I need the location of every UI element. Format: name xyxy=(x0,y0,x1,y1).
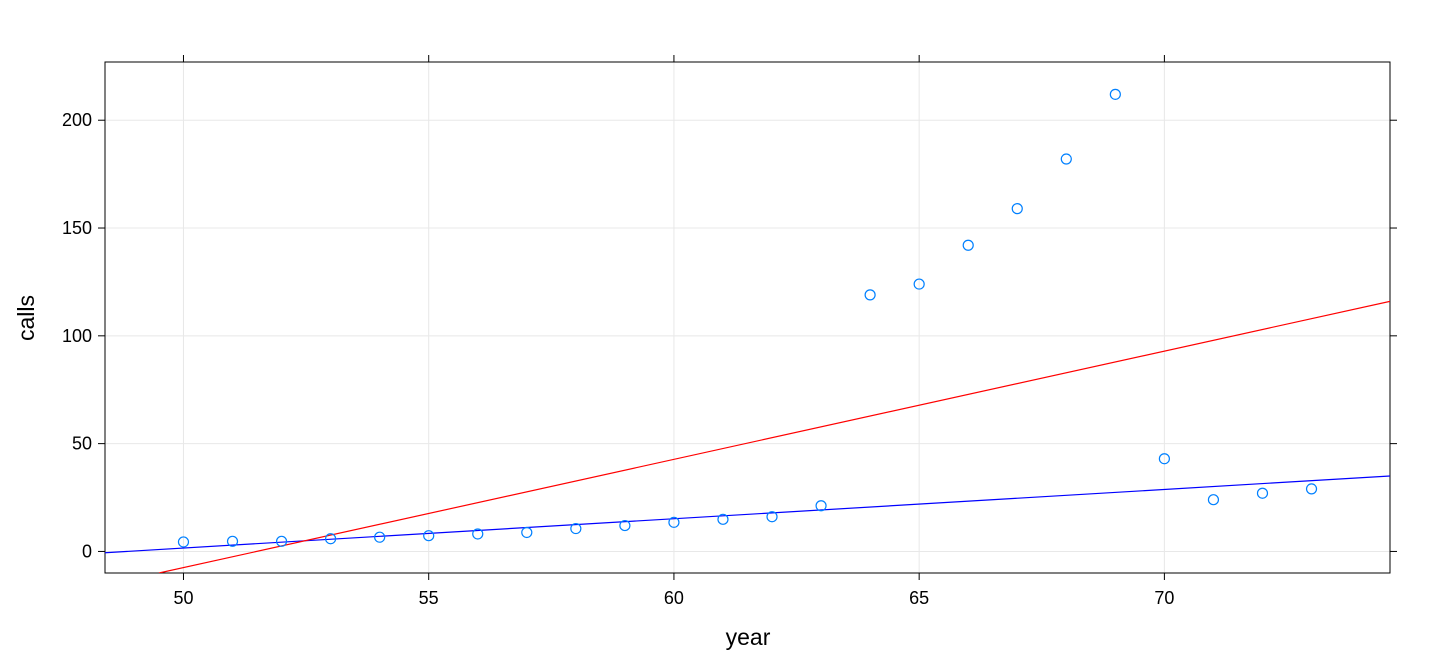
data-point xyxy=(815,500,827,512)
x-tick-label: 65 xyxy=(909,588,929,608)
data-point xyxy=(374,531,386,543)
data-point xyxy=(325,533,337,545)
data-point xyxy=(619,519,631,532)
data-point xyxy=(717,513,729,525)
data-point xyxy=(570,522,582,535)
data-point xyxy=(1207,494,1220,506)
axis-ticks: 50 55 60 65 70 0 50 100 150 200 xyxy=(62,55,1397,608)
plot-panel xyxy=(104,61,1391,574)
data-point xyxy=(275,535,288,547)
y-tick-label: 100 xyxy=(62,326,92,346)
data-point xyxy=(913,278,925,290)
data-point xyxy=(423,530,435,542)
y-axis-title: calls xyxy=(13,295,39,341)
y-tick-label: 50 xyxy=(72,434,92,454)
data-point xyxy=(962,239,974,251)
x-tick-label: 55 xyxy=(419,588,439,608)
data-point xyxy=(1109,88,1121,100)
x-tick-label: 50 xyxy=(173,588,193,608)
y-tick-label: 150 xyxy=(62,218,92,238)
x-axis-title: year xyxy=(726,624,771,650)
fit-line-2 xyxy=(158,300,1390,573)
data-point xyxy=(668,516,680,528)
data-point xyxy=(1158,453,1170,465)
data-point xyxy=(864,289,876,301)
fit-line-1 xyxy=(105,475,1390,554)
data-point xyxy=(472,528,484,540)
data-point xyxy=(177,536,190,548)
grid xyxy=(105,62,1390,573)
data-point xyxy=(1011,203,1023,215)
data-point xyxy=(1060,153,1072,165)
data-point xyxy=(1305,483,1318,495)
y-tick-label: 200 xyxy=(62,110,92,130)
x-tick-label: 70 xyxy=(1154,588,1174,608)
data-points xyxy=(177,88,1318,548)
data-point xyxy=(226,535,239,547)
data-point xyxy=(1256,487,1269,499)
y-tick-label: 0 xyxy=(82,541,92,561)
x-tick-label: 60 xyxy=(664,588,684,608)
data-point xyxy=(521,526,533,539)
fit-lines xyxy=(105,300,1390,573)
data-point xyxy=(766,511,778,523)
